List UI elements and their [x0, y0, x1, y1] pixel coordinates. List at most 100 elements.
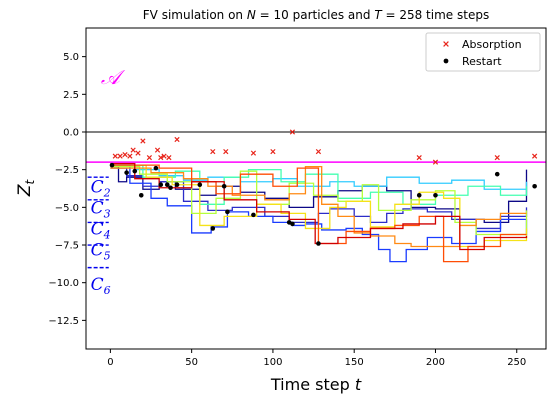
region-label-subscript: 6 [104, 284, 111, 297]
region-label-c: C3 [91, 198, 111, 220]
absorption-marker [432, 159, 439, 165]
legend-label: Restart [462, 55, 502, 68]
absorption-marker [210, 148, 216, 155]
absorption-marker [140, 138, 146, 144]
region-label-symbol: C [91, 241, 104, 261]
absorption-marker [135, 150, 141, 156]
y-axis-title-subscript: t [23, 179, 37, 185]
x-axis-ticks: 0 50 100 150 200 250 [107, 349, 526, 368]
title-t-value: = 258 time steps [382, 8, 490, 22]
region-label-subscript: 3 [104, 207, 111, 220]
legend-absorption-marker [443, 41, 449, 47]
restart-marker [416, 192, 422, 198]
absorption-marker [416, 154, 422, 161]
restart-marker [132, 168, 138, 174]
restart-marker [316, 241, 321, 246]
legend: Absorption Restart [425, 32, 541, 72]
absorption-marker [270, 148, 276, 155]
absorption-marker [166, 154, 172, 161]
restart-marker [225, 209, 230, 215]
region-label-subscript: 4 [103, 228, 111, 241]
absorption-marker [289, 129, 296, 135]
restart-marker [124, 170, 129, 175]
svg-text:Time step t: Time step t [270, 375, 362, 394]
y-tick-label: −10.0 [48, 278, 79, 289]
region-label-symbol: C [91, 198, 104, 218]
restart-marker [138, 192, 144, 198]
y-axis-title: Zt [15, 179, 37, 198]
y-tick-label: −7.5 [55, 241, 79, 252]
x-tick-label: 100 [263, 357, 282, 368]
x-tick-label: 200 [426, 357, 445, 368]
restart-marker [433, 192, 438, 198]
region-label-c: C5 [91, 241, 111, 263]
restart-marker [251, 212, 256, 218]
region-label-c: C2 [91, 177, 111, 199]
region-label-c: C6 [91, 275, 111, 297]
absorption-marker [250, 150, 257, 156]
restart-marker [168, 185, 173, 191]
region-label-symbol: C [91, 177, 104, 197]
y-axis-title-symbol: Z [15, 184, 35, 197]
restart-marker [164, 182, 170, 188]
absorption-marker [154, 147, 161, 153]
y-axis-ticks: 5.0 2.5 0.0 −2.5 −5.0 −7.5 −10.0 −12.5 [48, 52, 86, 327]
restart-marker [174, 182, 180, 188]
region-label-symbol: C [91, 275, 104, 295]
x-tick-label: 50 [185, 357, 198, 368]
restart-marker [197, 182, 203, 188]
series-line-6 [110, 165, 528, 236]
restart-marker [158, 182, 164, 188]
y-tick-label: 2.5 [63, 90, 79, 101]
region-label-c: C4 [91, 219, 111, 241]
restart-marker [210, 226, 216, 231]
absorption-marker [161, 153, 167, 159]
series-line-7 [110, 164, 528, 248]
absorption-marker [127, 153, 133, 159]
absorption-marker [531, 153, 538, 159]
absorption-marker [122, 151, 128, 158]
absorption-marker [315, 148, 322, 155]
y-tick-label: −5.0 [55, 203, 79, 214]
region-label-subscript: 2 [103, 186, 111, 199]
series-line-10 [110, 162, 528, 251]
chart-title: FV simulation on N = 10 particles and T … [143, 8, 489, 22]
restart-marker [290, 221, 295, 227]
absorption-marker [158, 154, 164, 161]
legend-label: Absorption [462, 38, 522, 51]
x-axis-title-text: Time step [270, 375, 355, 394]
restart-marker [494, 171, 500, 177]
restart-marker [153, 165, 159, 171]
x-axis-title: Time step t [270, 375, 362, 394]
absorption-marker [112, 153, 118, 159]
restart-marker [221, 183, 227, 189]
svg-text:Zt: Zt [15, 179, 37, 198]
region-label-symbol: 𝒜 [101, 65, 126, 89]
x-axis-title-symbol: t [355, 375, 362, 394]
series-lines [110, 162, 528, 263]
y-tick-label: 0.0 [63, 127, 79, 138]
absorption-marker [174, 136, 180, 143]
svg-text:FV simulation on N = 10 partic: FV simulation on N = 10 particles and T … [143, 8, 489, 22]
absorption-marker [130, 147, 136, 153]
absorption-marker [146, 154, 153, 161]
event-markers [109, 129, 538, 246]
region-label-symbol: C [91, 219, 104, 239]
y-tick-label: −12.5 [48, 316, 79, 327]
x-tick-label: 250 [507, 357, 526, 368]
y-tick-label: 5.0 [63, 52, 79, 63]
plot-frame [85, 27, 547, 350]
title-prefix: FV simulation on [143, 8, 247, 22]
x-tick-label: 150 [345, 357, 364, 368]
restart-marker [532, 183, 537, 189]
absorption-marker [494, 154, 500, 161]
x-tick-label: 0 [107, 357, 113, 368]
reference-lines [86, 131, 546, 163]
absorption-marker [117, 153, 123, 159]
restart-marker [109, 162, 115, 168]
absorption-marker [223, 148, 229, 155]
title-t-symbol: T [374, 8, 383, 22]
title-n-value: = 10 particles and [256, 8, 374, 22]
